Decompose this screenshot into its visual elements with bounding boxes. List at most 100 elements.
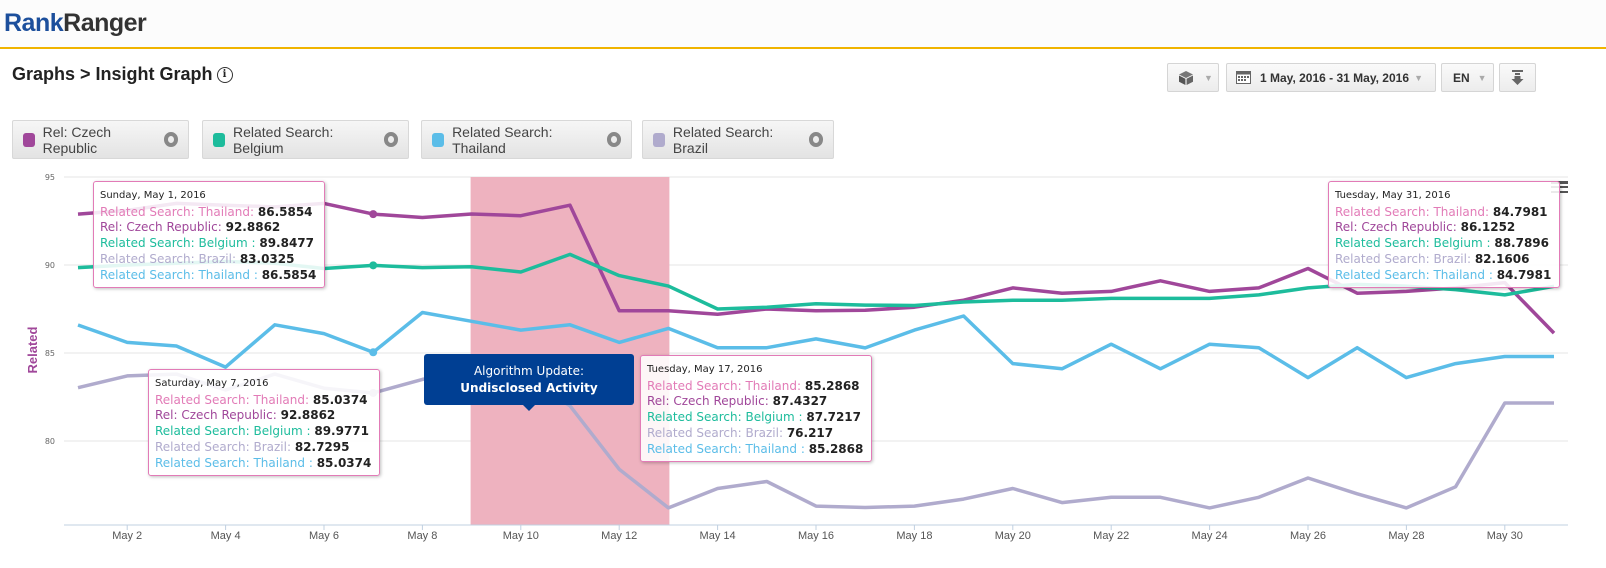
language-dropdown[interactable]: EN ▼: [1441, 63, 1494, 92]
x-tick-label: May 6: [309, 530, 339, 542]
rankranger-logo[interactable]: RankRanger: [4, 9, 147, 38]
tooltip-row: Related Search: Brazil: 82.7295: [155, 440, 371, 456]
tooltip-series-label: Related Search: Belgium :: [155, 424, 315, 439]
tooltip-row: Related Search: Brazil: 82.1606: [1335, 252, 1551, 268]
tooltip-value: 89.9771: [314, 424, 369, 439]
tooltip-row: Related Search: Thailand: 84.7981: [1335, 205, 1551, 221]
tooltip-row: Rel: Czech Republic: 87.4327: [647, 394, 863, 410]
date-range-picker[interactable]: 1 May, 2016 - 31 May, 2016 ▼: [1226, 63, 1436, 92]
x-tick-label: May 10: [503, 530, 539, 542]
tooltip-series-label: Related Search: Brazil:: [1335, 251, 1475, 266]
tooltip-row: Related Search: Thailand : 84.7981: [1335, 268, 1551, 284]
tooltip-series-label: Related Search: Brazil:: [100, 251, 240, 266]
chevron-down-icon: ▼: [1414, 72, 1423, 83]
data-tooltip: Tuesday, May 17, 2016 Related Search: Tha…: [640, 355, 873, 463]
page-title: Graphs > Insight Graph: [12, 64, 213, 84]
y-tick-label: 90: [45, 261, 55, 270]
calendar-icon: [1236, 71, 1251, 84]
tooltip-row: Related Search: Belgium : 89.8477: [100, 236, 316, 252]
tooltip-value: 84.7981: [1492, 204, 1548, 219]
tooltip-value: 85.2868: [804, 378, 860, 393]
tooltip-series-label: Rel: Czech Republic:: [647, 394, 773, 409]
tooltip-row: Related Search: Brazil: 76.217: [647, 426, 863, 442]
info-icon[interactable]: i: [216, 66, 233, 83]
tooltip-row: Related Search: Thailand : 85.2868: [647, 442, 863, 458]
tooltip-series-label: Rel: Czech Republic:: [155, 408, 281, 423]
cube-icon: [1179, 70, 1193, 85]
tooltip-series-label: Related Search: Brazil:: [647, 425, 787, 440]
tooltip-value: 76.217: [786, 425, 834, 440]
tooltip-row: Related Search: Belgium : 88.7896: [1335, 236, 1551, 252]
gear-icon[interactable]: [808, 132, 824, 147]
data-tooltip: Saturday, May 7, 2016 Related Search: Tha…: [148, 369, 381, 477]
algorithm-update-label[interactable]: Algorithm Update: Undisclosed Activity: [424, 354, 634, 411]
chevron-down-icon: ▼: [1204, 72, 1213, 83]
annotation-title: Algorithm Update:: [473, 364, 585, 378]
y-tick-label: 95: [45, 173, 55, 182]
x-tick-label: May 24: [1192, 530, 1228, 542]
top-bar: RankRanger: [0, 0, 1606, 49]
tooltip-value: 86.5854: [257, 204, 313, 219]
gear-icon[interactable]: [606, 132, 621, 147]
tooltip-series-label: Related Search: Belgium :: [100, 236, 260, 251]
series-color-swatch: [432, 132, 445, 147]
download-button[interactable]: [1499, 63, 1536, 92]
y-tick-label: 80: [45, 437, 55, 446]
tooltip-row: Related Search: Thailand : 86.5854: [100, 268, 316, 284]
tooltip-series-label: Related Search: Belgium :: [647, 410, 807, 425]
tooltip-row: Related Search: Belgium : 89.9771: [155, 424, 371, 440]
gear-icon[interactable]: [383, 132, 398, 147]
x-tick-label: May 30: [1487, 530, 1523, 542]
tooltip-value: 92.8862: [280, 408, 336, 423]
gear-icon[interactable]: [163, 132, 178, 147]
tooltip-row: Rel: Czech Republic: 86.1252: [1335, 220, 1551, 236]
legend-label: Rel: Czech Republic: [42, 123, 112, 156]
annotation-detail: Undisclosed Activity: [460, 381, 598, 395]
tooltip-value: 86.1252: [1460, 220, 1516, 235]
logo-ranger: Ranger: [63, 9, 147, 37]
tooltip-value: 86.5854: [261, 267, 317, 282]
tooltip-value: 87.4327: [772, 394, 828, 409]
tooltip-series-label: Related Search: Thailand:: [1335, 204, 1493, 219]
x-tick-label: May 28: [1388, 530, 1424, 542]
legend-label: Related Search: Brazil: [672, 123, 774, 156]
logo-rank: Rank: [4, 9, 64, 37]
tooltip-value: 83.0325: [239, 251, 295, 266]
breadcrumb: Graphs > Insight Graph i: [12, 64, 233, 85]
series-color-swatch: [653, 132, 665, 147]
tooltip-series-label: Rel: Czech Republic:: [100, 220, 226, 235]
tooltip-row: Related Search: Belgium : 87.7217: [647, 410, 863, 426]
legend-item-belgium[interactable]: Related Search: Belgium: [202, 120, 409, 159]
series-line-related-search-thailand: [77, 310, 1554, 380]
data-point-marker: [369, 261, 378, 270]
x-tick-label: May 16: [798, 530, 834, 542]
tooltip-date: Tuesday, May 31, 2016: [1335, 190, 1451, 201]
x-tick-label: May 22: [1093, 530, 1129, 542]
data-tooltip: Tuesday, May 31, 2016 Related Search: Tha…: [1328, 181, 1561, 289]
algorithm-update-band[interactable]: [470, 177, 670, 525]
legend-label: Related Search: Belgium: [232, 123, 334, 156]
legend-item-thailand[interactable]: Related Search: Thailand: [421, 120, 632, 159]
x-tick-label: May 20: [995, 530, 1031, 542]
tooltip-series-label: Related Search: Thailand :: [647, 441, 809, 456]
date-range-text: 1 May, 2016 - 31 May, 2016: [1260, 70, 1409, 85]
widget-dropdown[interactable]: ▼: [1167, 63, 1219, 92]
tooltip-series-label: Related Search: Brazil:: [155, 439, 295, 454]
tooltip-series-label: Related Search: Thailand :: [155, 455, 317, 470]
tooltip-value: 85.0374: [316, 455, 372, 470]
tooltip-series-label: Related Search: Belgium :: [1335, 236, 1495, 251]
tooltip-value: 82.7295: [294, 439, 350, 454]
x-tick-label: May 8: [407, 530, 437, 542]
tooltip-series-label: Related Search: Thailand:: [647, 378, 805, 393]
tooltip-value: 92.8862: [225, 220, 281, 235]
tooltip-series-label: Related Search: Thailand:: [100, 204, 258, 219]
tooltip-value: 85.0374: [312, 392, 368, 407]
legend-item-brazil[interactable]: Related Search: Brazil: [642, 120, 834, 159]
tooltip-series-label: Rel: Czech Republic:: [1335, 220, 1461, 235]
tooltip-value: 89.8477: [259, 236, 314, 251]
tooltip-series-label: Related Search: Thailand :: [1335, 267, 1497, 282]
tooltip-value: 88.7896: [1494, 236, 1549, 251]
download-icon: [1511, 69, 1524, 85]
legend-item-czech-republic[interactable]: Rel: Czech Republic: [12, 120, 189, 159]
tooltip-date: Sunday, May 1, 2016: [100, 190, 206, 201]
